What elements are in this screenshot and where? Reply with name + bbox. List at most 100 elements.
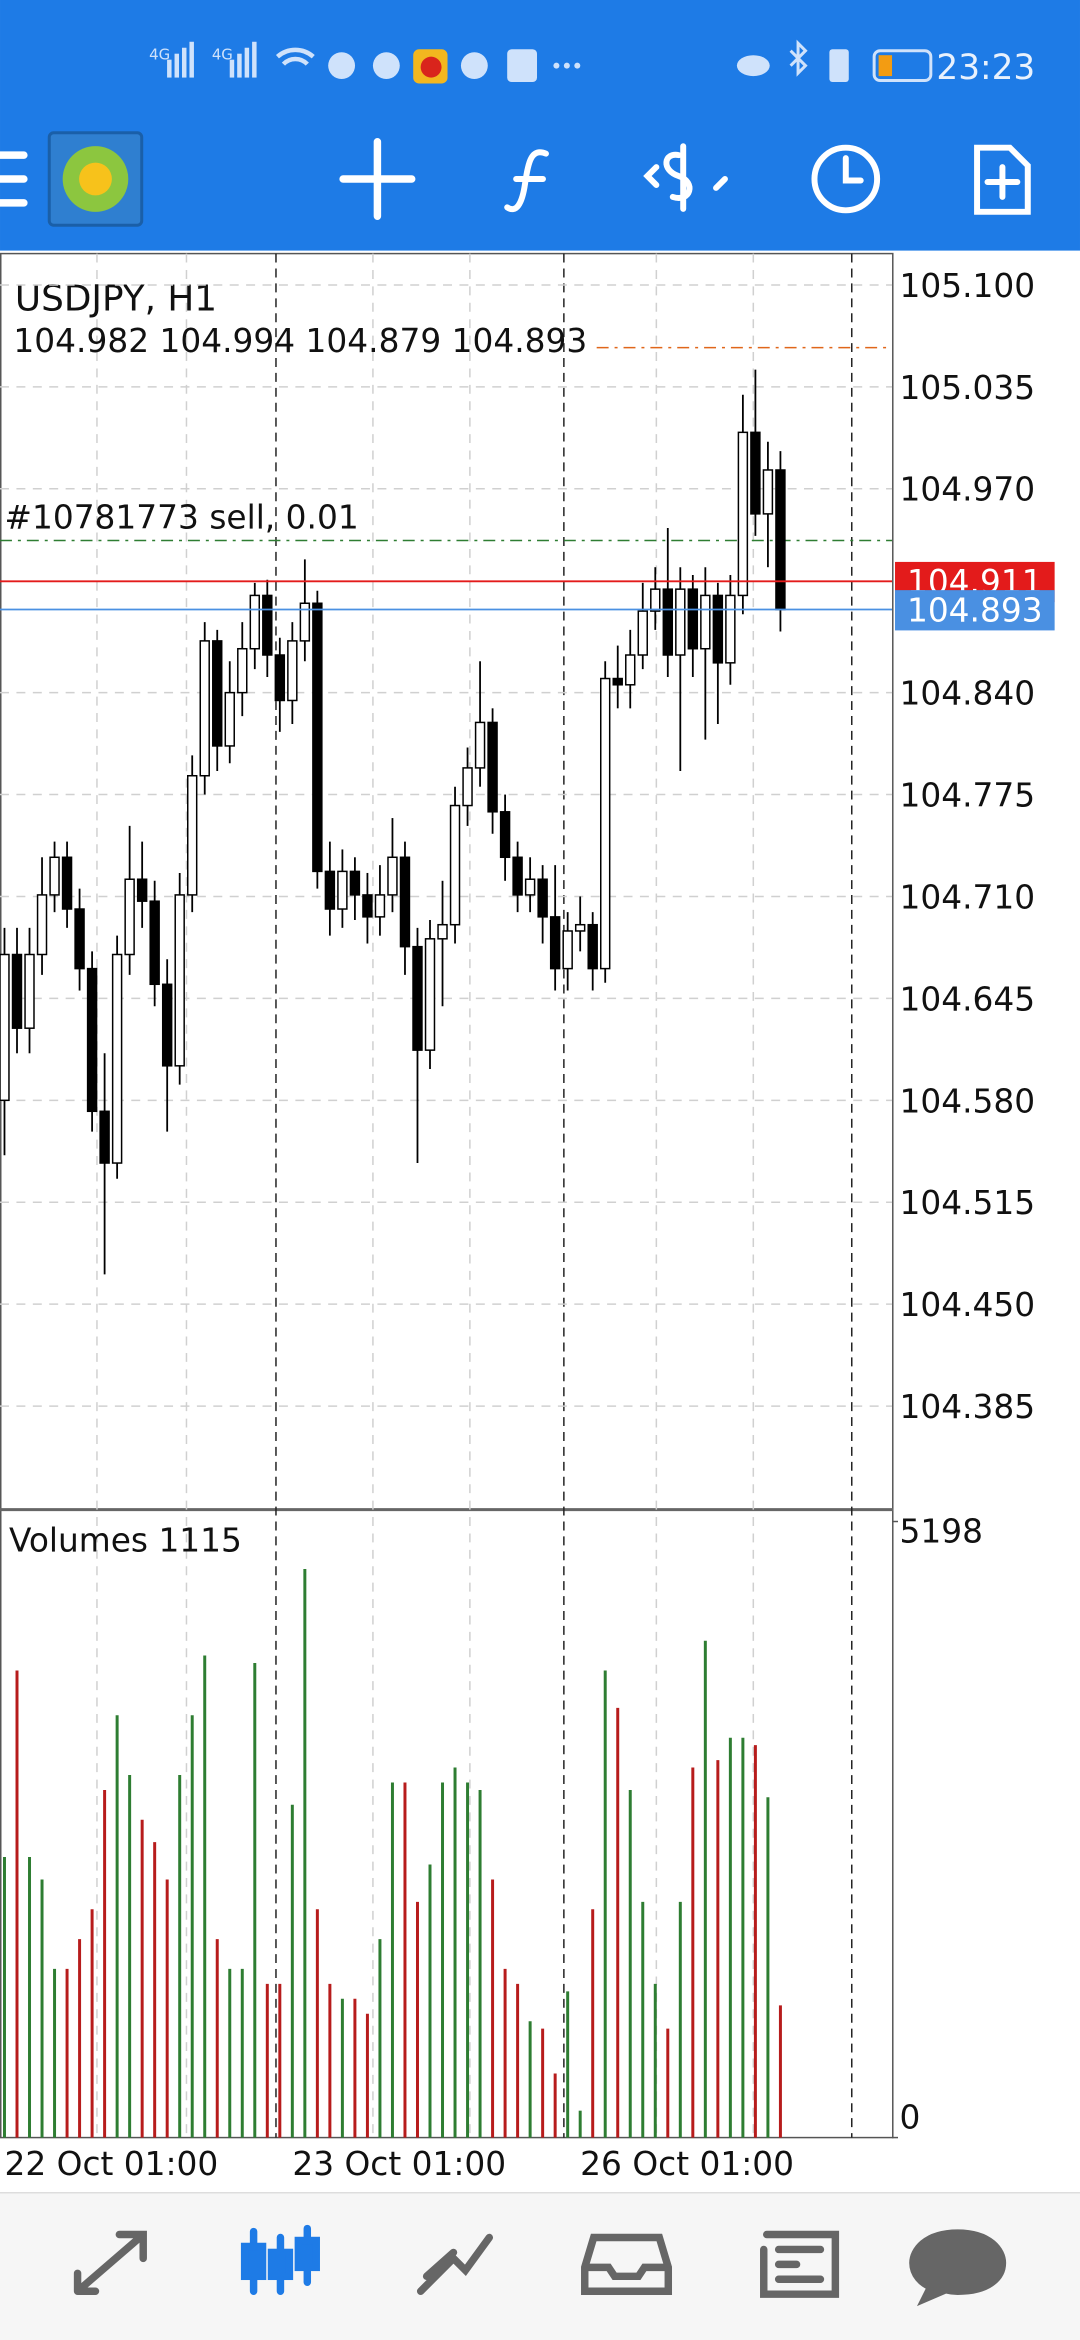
- candle-body: [312, 602, 323, 873]
- volume-tick-label: 5198: [899, 1512, 982, 1550]
- y-tick-label: 104.710: [899, 878, 1035, 916]
- candle-body: [124, 878, 135, 956]
- candle-body: [399, 856, 411, 948]
- y-tick-label: 104.580: [899, 1082, 1035, 1120]
- candle-body: [149, 900, 160, 986]
- app-icon[interactable]: [47, 131, 144, 227]
- candle-body: [675, 588, 686, 656]
- candle-body: [274, 654, 286, 702]
- close-value: 104.893: [452, 322, 588, 360]
- candle-body: [499, 811, 511, 859]
- candle-body: [687, 588, 699, 650]
- candle-body: [249, 594, 261, 650]
- trade-button[interactable]: [643, 143, 728, 212]
- candle-body: [337, 870, 348, 910]
- order-label: #10781773 sell, 0.01: [4, 499, 358, 537]
- bottom-nav: [0, 2192, 1080, 2340]
- candle-body: [612, 677, 623, 686]
- app-header: [0, 0, 1080, 251]
- candle-body: [212, 640, 223, 747]
- candle-body: [237, 647, 248, 694]
- candle-body: [224, 691, 235, 747]
- open-value: 104.982: [13, 322, 149, 360]
- candle-body: [186, 774, 198, 896]
- candle-body: [36, 894, 48, 956]
- candle-body: [625, 654, 636, 686]
- candle-body: [562, 930, 573, 970]
- bid-label: 104.893: [907, 591, 1043, 629]
- candle-body: [11, 953, 23, 1029]
- high-value: 104.994: [159, 322, 295, 360]
- candle-body: [599, 677, 611, 970]
- candle-body: [574, 923, 586, 932]
- y-tick-label: 104.515: [899, 1184, 1035, 1222]
- candle-body: [587, 923, 598, 970]
- network-label: 4G: [212, 46, 233, 64]
- candle-body: [111, 953, 123, 1164]
- x-tick-label: 26 Oct 01:00: [580, 2145, 794, 2183]
- candle-body: [374, 894, 386, 918]
- candle-body: [549, 916, 561, 970]
- candle-body: [474, 721, 486, 769]
- time-grid: [96, 253, 755, 2138]
- candle-body: [762, 469, 774, 515]
- quotes-tab[interactable]: [73, 2230, 147, 2295]
- bid-badge: [895, 590, 1055, 631]
- x-tick-label: 22 Oct 01:00: [4, 2145, 218, 2183]
- network-label: 4G: [149, 46, 170, 64]
- candle-body: [725, 594, 736, 664]
- y-tick-label: 105.100: [899, 267, 1035, 305]
- candle-body: [650, 588, 661, 612]
- chart-tab[interactable]: [240, 2224, 320, 2295]
- period-separators: [275, 253, 853, 2138]
- y-tick-label: 105.035: [899, 369, 1035, 407]
- candle-body: [437, 923, 448, 940]
- candle-body: [737, 431, 749, 597]
- candle-body: [712, 594, 724, 664]
- status-icons: 4G 4G: [149, 39, 933, 84]
- candle-body: [362, 894, 373, 918]
- y-tick-label: 104.840: [899, 675, 1035, 713]
- y-tick-label: 104.450: [899, 1286, 1035, 1324]
- candle-body: [412, 945, 423, 1051]
- menu-button[interactable]: [0, 151, 28, 207]
- candle-body: [99, 1110, 110, 1164]
- candle-body: [0, 953, 10, 1102]
- y-tick-label: 104.385: [899, 1388, 1035, 1426]
- candle-body: [662, 588, 674, 656]
- candle-body: [24, 953, 35, 1029]
- candle-body: [49, 856, 60, 896]
- candle-body: [750, 431, 761, 515]
- nav-icons: [73, 2224, 1007, 2307]
- trade-tab[interactable]: [416, 2233, 494, 2295]
- crosshair-button[interactable]: [339, 137, 416, 221]
- ohlc-readout: 104.982 104.994 104.879 104.893: [13, 322, 587, 360]
- candle-body: [462, 767, 473, 807]
- candle-body: [537, 878, 548, 918]
- x-tick-label: 23 Oct 01:00: [292, 2145, 506, 2183]
- volume-tick-label: 0: [899, 2099, 920, 2137]
- candle-body: [524, 878, 536, 896]
- history-tab[interactable]: [581, 2233, 673, 2295]
- candle-body: [199, 640, 210, 777]
- candle-body: [61, 856, 73, 910]
- new-button[interactable]: [974, 144, 1031, 215]
- candle-body: [262, 594, 273, 656]
- indicators-button[interactable]: [504, 149, 549, 213]
- candle-body: [487, 721, 498, 813]
- news-tab[interactable]: [760, 2230, 840, 2298]
- candle-body: [424, 938, 436, 1051]
- chat-tab[interactable]: [909, 2229, 1007, 2307]
- toolbar: [0, 131, 1031, 227]
- candle-body: [449, 804, 461, 926]
- y-tick-label: 104.775: [899, 776, 1035, 814]
- timeframe-button[interactable]: [811, 144, 881, 214]
- candle-body: [775, 469, 786, 611]
- candle-body: [74, 908, 85, 970]
- candle-body: [637, 610, 648, 656]
- candle-body: [324, 870, 336, 910]
- candle-body: [161, 983, 173, 1067]
- clock: 23:23: [936, 48, 1035, 88]
